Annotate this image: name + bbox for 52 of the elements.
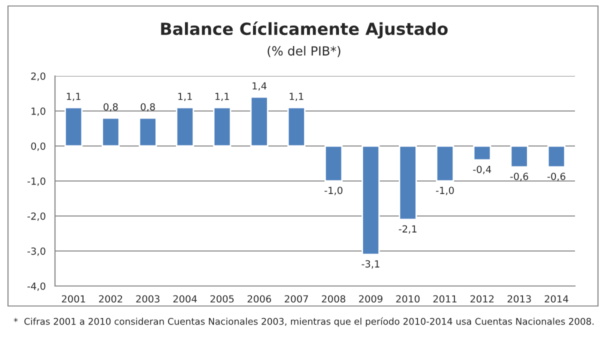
bar	[176, 106, 194, 147]
x-tick-label: 2008	[322, 295, 346, 303]
x-tick-label: 2010	[396, 295, 420, 303]
data-label: -1,0	[436, 186, 454, 196]
bar	[213, 106, 232, 147]
data-label: -0,6	[510, 172, 528, 182]
x-tick-label: 2002	[99, 295, 122, 303]
data-label: 0,8	[140, 103, 155, 112]
data-label: -0,6	[547, 172, 566, 182]
chart-subtitle: (% del PIB*)	[268, 46, 340, 58]
y-tick-label: -1,0	[27, 177, 46, 186]
bar	[436, 145, 454, 182]
bar	[510, 145, 528, 168]
data-label: -2,1	[398, 225, 416, 234]
x-tick-label: 2011	[433, 295, 456, 303]
x-tick-label: 2004	[173, 295, 197, 303]
data-label: -0,4	[473, 166, 492, 174]
bar	[547, 145, 566, 168]
x-tick-label: 2006	[248, 295, 272, 303]
bar	[138, 117, 157, 147]
data-label: 1,4	[252, 82, 266, 91]
bar	[64, 106, 83, 147]
y-tick-label: -3,0	[27, 247, 46, 256]
x-tick-label: 2013	[508, 295, 531, 303]
x-tick-label: 2007	[284, 295, 308, 303]
x-tick-label: 2009	[359, 295, 382, 303]
y-tick-label: 1,0	[32, 107, 46, 116]
bar	[287, 106, 306, 147]
bar	[102, 117, 120, 147]
data-label: 1,1	[66, 92, 80, 102]
text: * Cifras 2001 a 2010 consideran Cuentas Nacionales 2003, mientras que el período 2010-2014 usa Cuentas Nacionales 2008.	[14, 317, 594, 327]
data-label: -1,0	[324, 186, 342, 196]
x-tick-label: 2001	[62, 295, 86, 303]
x-tick-label: 2005	[210, 295, 234, 303]
data-label: 0,8	[104, 103, 118, 112]
y-tick-label: 2,0	[31, 72, 46, 81]
bar	[362, 145, 380, 256]
x-tick-label: 2012	[470, 295, 494, 303]
bar	[250, 96, 268, 147]
bar	[473, 145, 492, 161]
chart-title: Balance Cíclicamente Ajustado	[161, 22, 448, 38]
bar	[398, 145, 417, 220]
data-label: -3,1	[362, 260, 380, 269]
y-tick-label: 0,0	[31, 142, 46, 151]
data-label: 1,1	[178, 92, 192, 102]
x-tick-label: 2014	[544, 295, 568, 303]
bar	[324, 145, 343, 182]
y-tick-label: -2,0	[27, 212, 46, 221]
x-tick-label: 2003	[136, 295, 160, 303]
data-label: 1,1	[290, 92, 304, 102]
data-label: 1,1	[215, 92, 229, 102]
y-tick-label: -4,0	[27, 282, 46, 291]
